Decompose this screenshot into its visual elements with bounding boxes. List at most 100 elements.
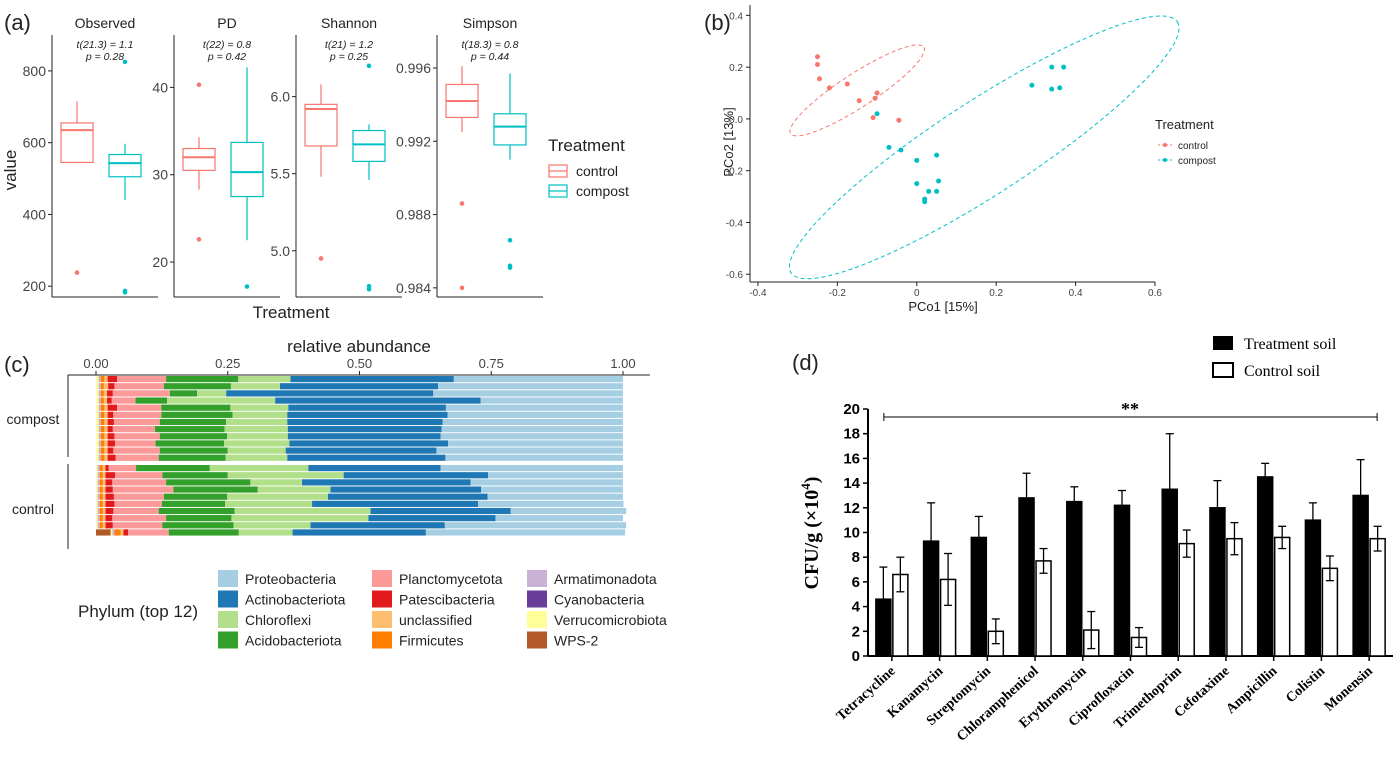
b-ytick-label: 0.0 xyxy=(729,115,743,126)
c-legend-label: Planctomycetota xyxy=(399,571,503,587)
c-segment xyxy=(108,465,137,472)
c-segment xyxy=(105,500,115,507)
c-segment xyxy=(107,390,113,397)
c-segment xyxy=(308,465,441,472)
c-segment xyxy=(445,454,623,461)
panel-d-bar-chart: 02468101214161820TetracyclineKanamycinSt… xyxy=(834,401,1393,745)
c-segment xyxy=(225,454,288,461)
c-segment xyxy=(445,404,623,411)
c-legend-label: unclassified xyxy=(399,612,472,628)
c-legend-key xyxy=(218,570,238,587)
c-segment xyxy=(161,404,231,411)
c-segment xyxy=(99,522,103,529)
a-stat: t(21.3) = 1.1 xyxy=(77,39,134,51)
c-segment xyxy=(163,493,228,500)
c-legend-key xyxy=(372,570,392,587)
a-pvalue: p = 0.42 xyxy=(207,51,246,63)
d-legend-key-treatment xyxy=(1213,336,1233,350)
c-segment xyxy=(117,404,162,411)
c-segment xyxy=(96,433,99,440)
c-segment xyxy=(290,376,454,383)
c-segment xyxy=(100,447,105,454)
c-segment xyxy=(98,404,101,411)
c-legend-key xyxy=(218,631,238,649)
b-xtick-label: 0 xyxy=(914,288,920,299)
c-segment xyxy=(105,522,113,529)
c-segment xyxy=(279,383,439,390)
a-box-control xyxy=(182,147,216,171)
b-point-control xyxy=(844,81,850,87)
d-significance: ** xyxy=(1121,399,1139,419)
c-segment xyxy=(230,404,289,411)
c-segment xyxy=(114,433,160,440)
c-segment xyxy=(100,390,104,397)
d-bar-control xyxy=(1321,567,1339,657)
a-facet-title: Observed xyxy=(75,15,136,31)
c-segment xyxy=(113,493,164,500)
b-ellipse-control xyxy=(789,44,925,137)
c-segment xyxy=(158,454,226,461)
c-segment xyxy=(487,493,623,500)
b-ytick-label: -0.6 xyxy=(726,270,744,281)
a-tick-label: 0.992 xyxy=(396,133,431,149)
c-segment xyxy=(100,433,105,440)
c-segment xyxy=(104,411,108,418)
a-tick-label: 20 xyxy=(152,254,168,270)
c-segment xyxy=(234,507,371,515)
c-segment xyxy=(98,433,101,440)
b-ellipse-compost xyxy=(788,15,1180,280)
d-ytick-label: 18 xyxy=(843,426,860,443)
b-point-compost xyxy=(898,147,904,153)
c-segment xyxy=(96,418,99,426)
d-category-label: Monensin xyxy=(1322,664,1376,715)
c-segment xyxy=(343,472,489,479)
c-segment xyxy=(289,440,449,447)
c-segment xyxy=(166,376,239,383)
c-segment xyxy=(97,493,100,500)
c-segment xyxy=(231,515,369,522)
c-segment xyxy=(226,418,288,426)
c-segment xyxy=(292,529,426,536)
d-category-label: Ampicillin xyxy=(1223,664,1280,717)
b-point-control xyxy=(815,62,820,68)
a-tick-label: 0.984 xyxy=(396,280,431,296)
c-legend-label: Armatimonadota xyxy=(554,571,657,587)
a-outlier-control xyxy=(459,201,465,206)
b-point-control xyxy=(815,54,820,60)
c-segment xyxy=(112,479,167,486)
c-segment xyxy=(327,493,488,500)
d-ytick-label: 8 xyxy=(852,549,860,566)
c-segment xyxy=(103,383,109,390)
c-segment xyxy=(478,500,624,507)
a-outlier-compost xyxy=(507,265,513,270)
c-segment xyxy=(104,447,108,454)
c-tick-label: 0.25 xyxy=(215,356,240,371)
c-segment xyxy=(96,465,98,472)
a-outlier-compost xyxy=(244,284,250,289)
c-segment xyxy=(102,472,106,479)
c-segment xyxy=(96,529,111,536)
b-point-compost xyxy=(914,181,920,187)
d-bar-treatment xyxy=(1304,519,1322,657)
b-ytick-label: 0.4 xyxy=(729,11,743,22)
c-segment xyxy=(102,479,106,486)
c-segment xyxy=(444,522,627,529)
c-segment xyxy=(96,390,99,397)
d-bar-treatment xyxy=(875,598,892,657)
c-segment xyxy=(102,515,106,522)
b-point-compost xyxy=(1049,86,1055,92)
c-segment xyxy=(110,529,113,536)
c-segment xyxy=(370,507,511,515)
c-segment xyxy=(285,447,437,454)
d-bar-treatment xyxy=(970,536,988,657)
c-segment xyxy=(238,376,291,383)
d-bar-control xyxy=(1178,542,1195,657)
panel-label-d: (d) xyxy=(792,350,819,375)
d-ytick-label: 12 xyxy=(843,500,860,517)
c-segment xyxy=(96,440,99,447)
c-legend-label: Patescibacteria xyxy=(399,592,495,608)
c-segment xyxy=(233,522,311,529)
a-tick-label: 400 xyxy=(23,206,47,222)
c-xlabel: relative abundance xyxy=(287,337,431,356)
c-segment xyxy=(275,397,481,404)
